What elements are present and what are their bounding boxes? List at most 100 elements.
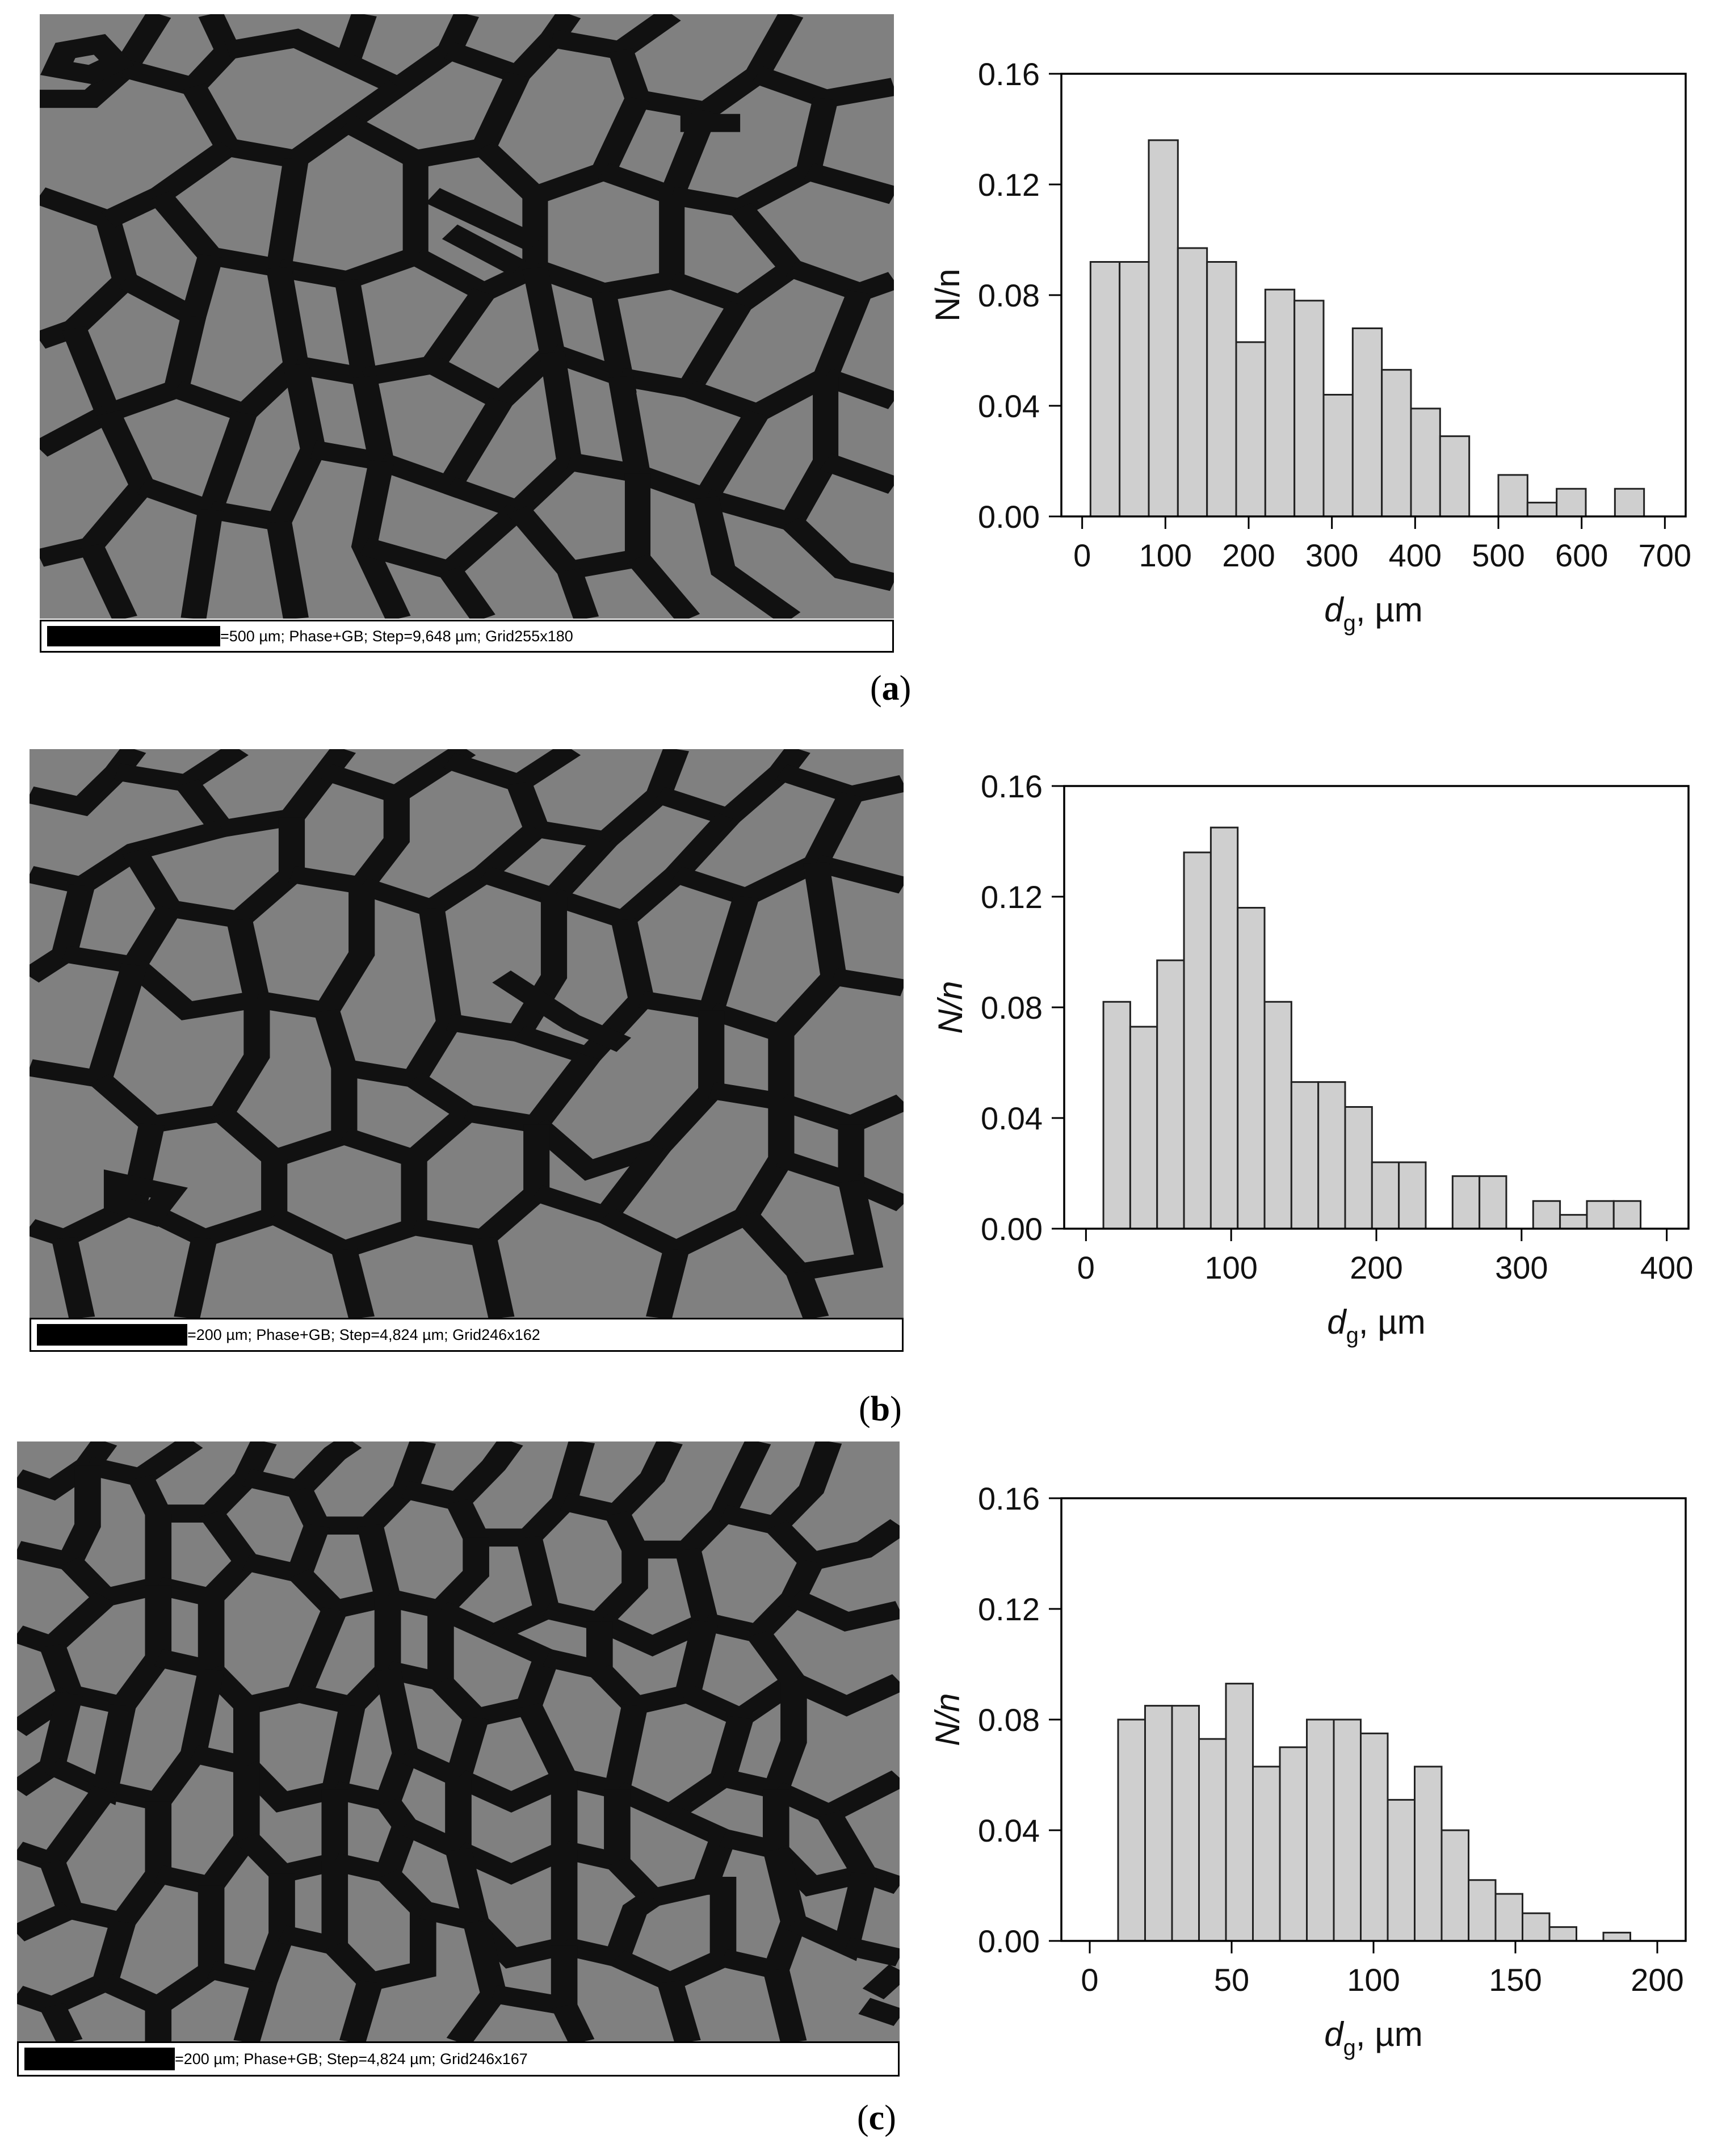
y-tick-label: 0.12 [978, 167, 1040, 203]
x-tick-label: 50 [1214, 1962, 1249, 1998]
x-axis-label: dg, µm [1324, 591, 1423, 636]
histogram-bar [1522, 1912, 1551, 1942]
histogram-bar [1414, 1766, 1443, 1942]
y-tick-label: 0.04 [978, 1813, 1040, 1848]
scale-bar-text: =200 µm; Phase+GB; Step=4,824 µm; Grid24… [187, 1326, 540, 1343]
histogram-bar [1317, 1081, 1346, 1230]
histogram-bar [1586, 1200, 1615, 1230]
histogram-bar [1235, 341, 1266, 518]
histogram-bar [1360, 1732, 1389, 1942]
histogram-bar [1322, 394, 1354, 518]
panel-label-b: (b) [859, 1390, 902, 1428]
histogram-bar [1129, 1026, 1158, 1230]
scale-bar-text: =500 µm; Phase+GB; Step=9,648 µm; Grid25… [220, 627, 573, 645]
histogram-bar [1089, 261, 1121, 518]
histogram-bar [1293, 300, 1325, 518]
grain-map-a [40, 14, 894, 619]
x-tick-label: 0 [1073, 537, 1091, 573]
x-axis-label: dg, µm [1324, 2015, 1423, 2060]
histogram-bar [1306, 1718, 1335, 1942]
x-tick-label: 400 [1640, 1250, 1693, 1285]
histogram-bar [1439, 435, 1471, 518]
y-tick-label: 0.00 [981, 1211, 1043, 1247]
y-tick-label: 0.04 [978, 388, 1040, 424]
y-tick-label: 0.08 [978, 1702, 1040, 1738]
histogram-bar [1410, 407, 1441, 518]
scale-bar-b: =200 µm; Phase+GB; Step=4,824 µm; Grid24… [30, 1318, 904, 1352]
histogram-bar [1333, 1718, 1362, 1942]
y-tick-label: 0.16 [981, 768, 1043, 804]
x-tick-label: 0 [1081, 1962, 1098, 1998]
scale-bar-text: =200 µm; Phase+GB; Step=4,824 µm; Grid24… [175, 2050, 528, 2067]
scale-bar-a: =500 µm; Phase+GB; Step=9,648 µm; Grid25… [40, 620, 894, 653]
histogram-bar [1177, 247, 1208, 518]
histogram-bar [1381, 369, 1412, 518]
y-tick-label: 0.12 [981, 879, 1043, 915]
histogram-bar [1532, 1200, 1561, 1230]
x-tick-label: 100 [1347, 1962, 1400, 1998]
y-tick-label: 0.12 [978, 1591, 1040, 1627]
x-tick-label: 200 [1350, 1250, 1402, 1285]
y-tick-label: 0.00 [978, 499, 1040, 535]
histogram-bar [1225, 1683, 1254, 1942]
micrograph-c [17, 1441, 900, 2042]
y-axis-label: N/n [931, 981, 969, 1033]
histogram-bar [1263, 1001, 1292, 1230]
histogram-bar [1494, 1893, 1523, 1942]
x-tick-label: 600 [1555, 537, 1608, 573]
y-tick-label: 0.08 [981, 990, 1043, 1026]
grain-map-b [30, 749, 904, 1318]
scale-bar-line [37, 1324, 187, 1346]
x-tick-label: 100 [1204, 1250, 1257, 1285]
histogram-bar [1468, 1879, 1497, 1942]
y-tick-label: 0.16 [978, 1481, 1040, 1516]
panel-label-c: (c) [857, 2099, 896, 2137]
histogram-bar [1119, 261, 1150, 518]
x-axis-label: dg, µm [1327, 1303, 1426, 1348]
histogram-bar [1497, 474, 1528, 518]
histogram-bar [1398, 1161, 1427, 1230]
histogram-a: 0.00 0.04 0.08 0.12 0.16 0 100 200 300 400 500 600 7… [929, 56, 1691, 636]
x-tick-label: 400 [1389, 537, 1442, 573]
scale-bar-line [47, 625, 220, 647]
histogram-bar [1279, 1746, 1308, 1942]
histogram-bar [1351, 327, 1383, 518]
panel-label-a: (a) [870, 669, 912, 708]
micrograph-a [40, 14, 894, 619]
histogram-bar [1171, 1705, 1200, 1942]
histogram-bar [1451, 1175, 1481, 1230]
histogram-bar [1548, 1926, 1577, 1942]
histogram-bar [1556, 487, 1587, 518]
histogram-bar [1206, 261, 1237, 518]
x-tick-label: 0 [1077, 1250, 1095, 1285]
histogram-bar [1387, 1798, 1416, 1942]
x-tick-label: 200 [1222, 537, 1275, 573]
x-tick-label: 200 [1631, 1962, 1683, 1998]
histogram-bar [1209, 826, 1239, 1230]
histogram-b: 0.00 0.04 0.08 0.12 0.16 0 100 200 300 400 dg, µm N… [931, 768, 1693, 1348]
histogram-bar [1440, 1829, 1469, 1942]
y-axis-label: N/n [929, 268, 967, 321]
histogram-bar [1144, 1705, 1173, 1942]
histogram-bar [1559, 1214, 1588, 1230]
y-tick-label: 0.00 [978, 1923, 1040, 1959]
histogram-bar [1148, 139, 1179, 518]
histogram-bar [1102, 1001, 1131, 1230]
histogram-bar [1371, 1161, 1400, 1230]
histogram-bar [1156, 959, 1185, 1230]
y-axis-label: N/n [929, 1693, 967, 1746]
histogram-bar [1198, 1738, 1227, 1942]
histogram-bar [1237, 907, 1266, 1230]
histogram-bar [1344, 1106, 1373, 1230]
histogram-bar [1614, 487, 1645, 518]
x-tick-label: 100 [1139, 537, 1192, 573]
y-tick-label: 0.16 [978, 56, 1040, 92]
histogram-bar [1264, 288, 1296, 518]
histogram-bar [1479, 1175, 1507, 1230]
histogram-bar [1183, 851, 1212, 1230]
x-tick-label: 300 [1495, 1250, 1548, 1285]
scale-bar-line [24, 2048, 175, 2070]
micrograph-b [30, 749, 904, 1318]
x-tick-label: 500 [1472, 537, 1524, 573]
scale-bar-c: =200 µm; Phase+GB; Step=4,824 µm; Grid24… [17, 2041, 900, 2077]
